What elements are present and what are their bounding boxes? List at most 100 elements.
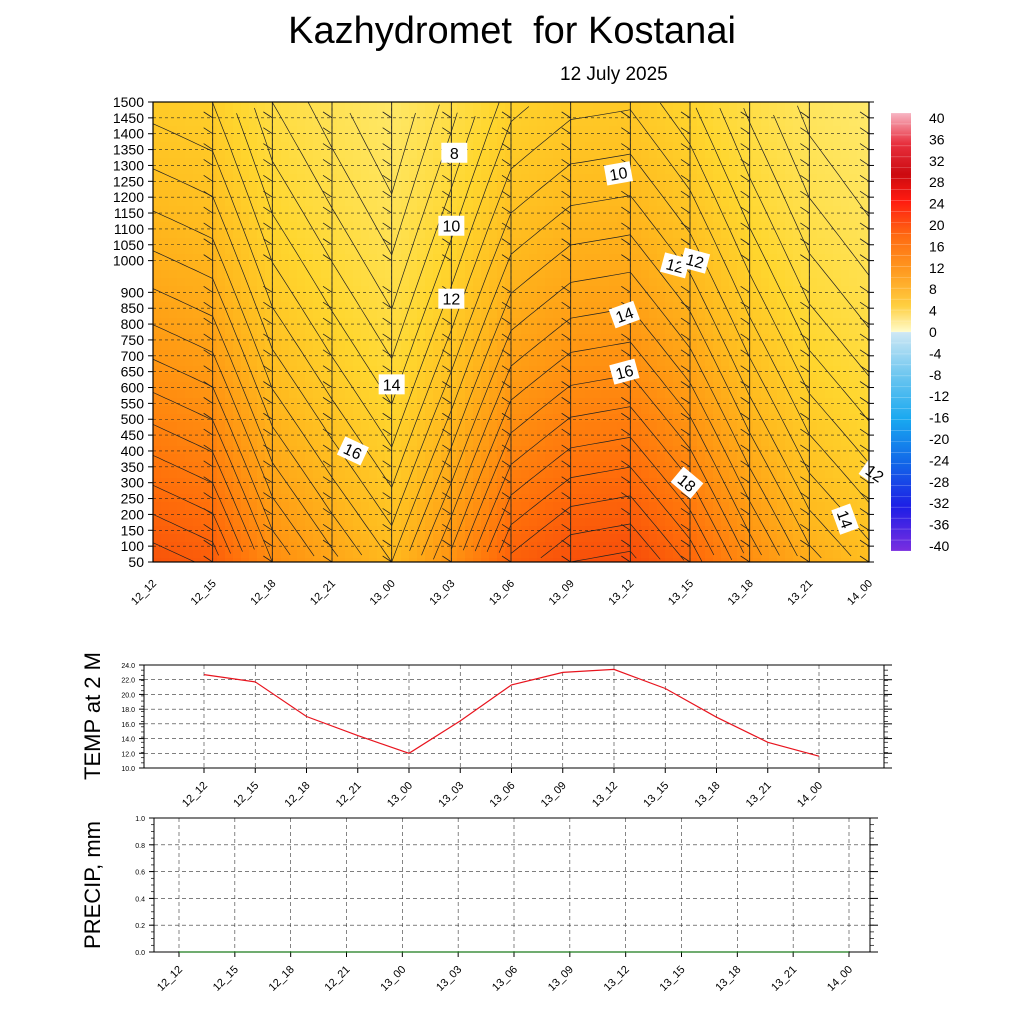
wind-barb — [322, 286, 333, 293]
wind-barb — [153, 402, 154, 404]
colorbar-tick-label: 4 — [929, 303, 937, 319]
wind-barb — [621, 333, 631, 341]
x-tick-label: 14_00 — [795, 780, 825, 810]
colorbar-tick-label: -8 — [929, 367, 942, 383]
wind-barb — [382, 333, 392, 341]
precip-y-label: PRECIP, mm — [80, 821, 105, 949]
wind-barb — [740, 428, 750, 436]
wind-barb — [740, 111, 750, 119]
wind-barb — [442, 508, 452, 515]
wind-barb — [203, 127, 213, 135]
wind-barb — [153, 196, 154, 198]
wind-barb — [740, 317, 750, 325]
wind-barb — [800, 222, 810, 230]
wind-barb — [740, 492, 750, 499]
wind-barb — [442, 539, 452, 547]
wind-barb — [153, 529, 154, 531]
wind-barb — [501, 254, 512, 261]
wind-barb — [382, 523, 392, 531]
wind-barb — [561, 444, 571, 452]
colorbar-tick-label: 20 — [929, 217, 945, 233]
main-x-tick-label: 13_12 — [606, 578, 636, 608]
colorbar-tick-label: -28 — [929, 474, 949, 490]
wind-barb — [561, 127, 571, 135]
wind-barb — [263, 159, 273, 166]
wind-barb — [740, 444, 750, 452]
wind-barb — [621, 539, 631, 547]
wind-barb — [800, 539, 810, 547]
wind-barb — [153, 260, 154, 261]
wind-barb — [153, 561, 154, 562]
wind-barb — [859, 190, 869, 198]
wind-barb — [153, 498, 154, 499]
wind-barb — [800, 412, 810, 420]
wind-barb — [263, 492, 273, 499]
wind-barb — [382, 444, 392, 452]
wind-barb — [442, 460, 452, 468]
colorbar-tick-label: 16 — [929, 238, 945, 254]
wind-barb — [501, 174, 512, 182]
contour-label: 14 — [831, 503, 859, 535]
main-x-tick-label: 13_06 — [487, 578, 517, 608]
wind-barb — [621, 397, 631, 404]
wind-barb — [680, 460, 691, 468]
wind-barb — [859, 539, 869, 547]
wind-barb — [153, 149, 154, 150]
wind-barb — [740, 397, 750, 404]
wind-barb — [740, 222, 750, 230]
wind-barb — [680, 555, 691, 562]
contour-label: 12 — [438, 288, 465, 309]
wind-barb — [561, 206, 571, 214]
wind-barb — [621, 460, 631, 468]
main-x-tick-label: 14_00 — [845, 578, 875, 608]
wind-barb — [501, 127, 512, 135]
x-tick-label: 12_15 — [211, 964, 241, 994]
wind-barb — [740, 127, 750, 135]
wind-barb — [859, 397, 869, 404]
wind-barb — [561, 365, 571, 372]
wind-barb — [621, 286, 631, 293]
x-tick-label: 13_18 — [693, 780, 723, 810]
wind-barb — [382, 460, 392, 468]
wind-barb — [382, 555, 392, 562]
wind-barb — [859, 508, 869, 515]
wind-barb — [442, 412, 452, 420]
colorbar-scale — [891, 113, 911, 551]
wind-barb — [501, 317, 512, 325]
wind-barb — [382, 539, 392, 547]
wind-barb — [680, 190, 691, 198]
wind-barb — [501, 206, 512, 214]
x-tick-label: 12_21 — [323, 964, 353, 994]
main-y-tick-label: 400 — [121, 443, 145, 459]
wind-barb — [680, 349, 691, 357]
wind-barb — [621, 508, 631, 515]
wind-barb — [382, 159, 392, 166]
wind-barb — [203, 317, 213, 325]
contour-label: 16 — [336, 436, 369, 466]
wind-barb — [621, 206, 631, 214]
wind-barb — [153, 212, 154, 214]
precip-x-axis: 12_12 12_15 12_18 12_21 13_00 13_03 13_06 13_09… — [155, 952, 855, 994]
wind-barb — [442, 523, 452, 531]
wind-barb — [442, 190, 452, 198]
wind-barb — [561, 111, 571, 119]
colorbar-tick-label: 40 — [929, 110, 945, 126]
wind-barb — [203, 428, 213, 436]
wind-barb — [203, 539, 213, 547]
wind-barb — [561, 460, 571, 468]
wind-barb — [561, 222, 571, 230]
main-y-tick-label: 500 — [121, 411, 145, 427]
x-tick-label: 13_00 — [385, 780, 415, 810]
wind-barb — [501, 523, 512, 531]
wind-barb — [561, 349, 571, 357]
wind-barb — [322, 127, 333, 135]
wind-barb — [501, 428, 512, 436]
wind-barb — [153, 323, 154, 325]
wind-barb — [740, 190, 750, 198]
wind-barb — [263, 222, 273, 230]
colorbar-tick-label: 36 — [929, 131, 945, 147]
wind-barb — [322, 301, 333, 309]
wind-barb — [561, 301, 571, 309]
wind-barb — [442, 317, 452, 325]
wind-barb — [800, 523, 810, 531]
